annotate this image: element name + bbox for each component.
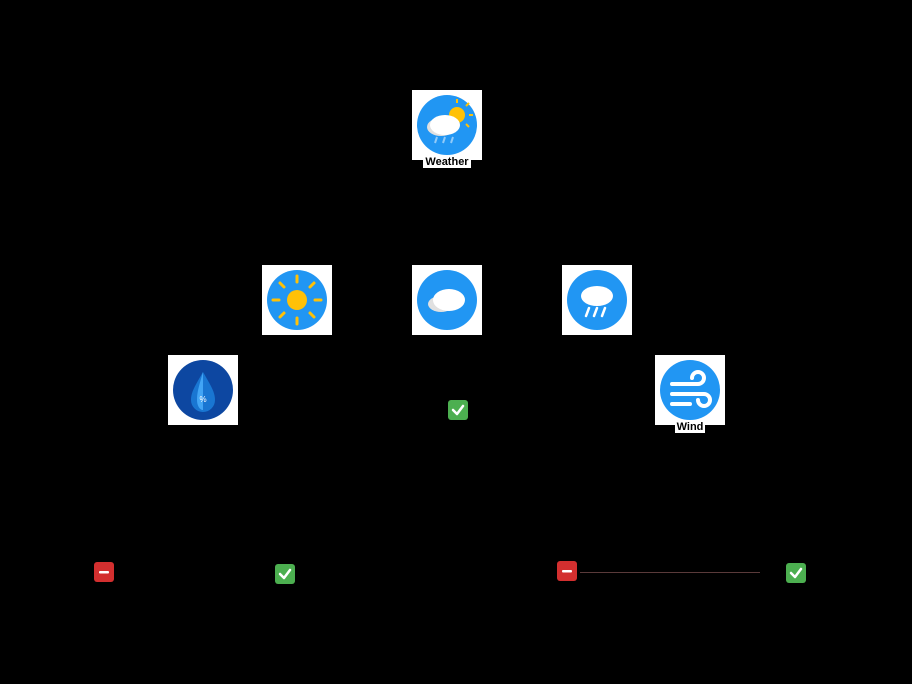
humidity-node: % (168, 355, 238, 425)
sunny-node (262, 265, 332, 335)
cloudy-icon (412, 265, 482, 335)
weather-node: Weather (412, 90, 482, 168)
check-icon (448, 400, 468, 420)
weather-label: Weather (423, 157, 470, 168)
wind-node: Wind (655, 355, 725, 433)
rainy-icon (562, 265, 632, 335)
wind-label: Wind (675, 422, 706, 433)
no-entry-icon (557, 561, 577, 581)
wind-icon (655, 355, 725, 425)
cloudy-node (412, 265, 482, 335)
sunny-icon (262, 265, 332, 335)
no-entry-icon (94, 562, 114, 582)
connector-line (580, 572, 760, 573)
weather-icon (412, 90, 482, 160)
check-icon (275, 564, 295, 584)
rainy-node (562, 265, 632, 335)
humidity-icon: % (168, 355, 238, 425)
check-icon (786, 563, 806, 583)
svg-text:%: % (199, 395, 206, 404)
